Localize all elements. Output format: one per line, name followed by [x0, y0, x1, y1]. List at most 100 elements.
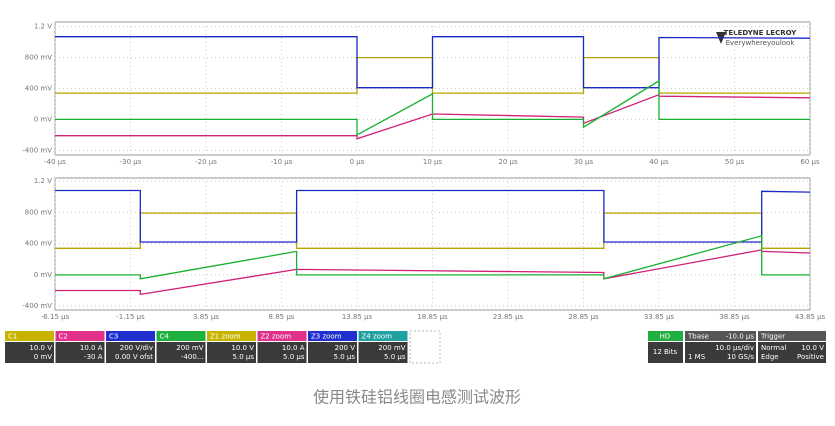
status-text: HD — [660, 333, 671, 341]
trigger-body — [758, 342, 826, 363]
y-tick-label: 400 mV — [25, 240, 52, 248]
x-tick-label: 28.85 µs — [568, 313, 599, 321]
trace — [55, 36, 811, 89]
x-tick-label: 18.85 µs — [417, 313, 448, 321]
y-tick-label: 800 mV — [25, 208, 52, 216]
channel-header — [207, 331, 256, 341]
channel-body — [257, 342, 307, 363]
channel-name: C1 — [8, 333, 17, 341]
channel-header — [106, 331, 155, 341]
status-text: Edge — [761, 353, 779, 361]
timebase-body — [685, 342, 756, 363]
y-tick-label: 400 mV — [25, 85, 52, 93]
x-tick-label: 10 µs — [423, 158, 443, 166]
x-tick-label: 8.85 µs — [269, 313, 295, 321]
x-tick-label: 30 µs — [574, 158, 594, 166]
channel-setting: -30 A — [84, 353, 103, 361]
channel-setting: 10.0 A — [80, 344, 103, 352]
x-tick-label: 23.85 µs — [493, 313, 524, 321]
empty-slot — [409, 330, 441, 364]
channel-setting: 10.0 V — [29, 344, 52, 352]
channel-setting: 10.0 V — [231, 344, 254, 352]
x-tick-label: 13.85 µs — [342, 313, 373, 321]
hd-header — [648, 331, 683, 341]
channel-setting: 200 mV — [378, 344, 405, 352]
status-text: Trigger — [760, 333, 785, 341]
channel-header — [308, 331, 357, 341]
x-tick-label: -1.15 µs — [116, 313, 145, 321]
x-tick-label: 60 µs — [800, 158, 820, 166]
channel-body — [207, 342, 256, 363]
channel-setting: 0.00 V ofst — [115, 353, 153, 361]
trace — [55, 79, 810, 136]
y-tick-label: -400 mV — [22, 146, 52, 154]
status-text: Positive — [797, 353, 824, 361]
y-tick-label: 1.2 V — [34, 177, 52, 185]
logo-slogan: Everywhereyoulook — [726, 39, 796, 47]
x-tick-label: 38.85 µs — [719, 313, 750, 321]
channel-setting: 200 V/div — [120, 344, 153, 352]
timebase-header — [685, 331, 756, 341]
channel-setting: 10.0 A — [282, 344, 305, 352]
logo-brand: TELEDYNE LECROY — [724, 29, 798, 37]
status-text: Tbase — [687, 333, 709, 341]
status-text: Normal — [761, 344, 786, 352]
x-tick-label: 20 µs — [498, 158, 518, 166]
channel-setting: 5.0 µs — [384, 353, 406, 361]
status-text: 10.0 V — [801, 344, 824, 352]
trigger-header — [758, 331, 826, 341]
channel-setting: 0 mV — [34, 353, 52, 361]
channel-header — [257, 331, 307, 341]
channel-header — [55, 331, 105, 341]
channel-header — [358, 331, 408, 341]
trace — [55, 189, 811, 243]
channel-setting: 5.0 µs — [283, 353, 305, 361]
channel-name: Z4 zoom — [362, 333, 393, 341]
y-tick-label: 0 mV — [34, 115, 52, 123]
channel-body — [106, 342, 155, 363]
status-text: -10.0 µs — [726, 333, 755, 341]
channel-setting: 200 V — [335, 344, 356, 352]
trace — [55, 234, 810, 280]
status-text: 1 MS — [688, 353, 706, 361]
channel-header — [5, 331, 54, 341]
channel-body — [5, 342, 54, 363]
x-tick-label: 50 µs — [725, 158, 745, 166]
y-tick-label: 800 mV — [25, 54, 52, 62]
x-tick-label: -6.15 µs — [41, 313, 70, 321]
channel-body — [308, 342, 357, 363]
caption: 使用铁硅铝线圈电感测试波形 — [313, 388, 521, 407]
channel-body — [156, 342, 206, 363]
x-tick-label: 3.85 µs — [193, 313, 219, 321]
channel-setting: 200 mV — [176, 344, 203, 352]
y-tick-label: 0 mV — [34, 271, 52, 279]
status-text: 10 GS/s — [727, 353, 754, 361]
channel-body — [55, 342, 105, 363]
channel-name: C4 — [160, 333, 170, 341]
channel-body — [358, 342, 408, 363]
channel-name: Z1 zoom — [210, 333, 241, 341]
channel-name: Z2 zoom — [261, 333, 292, 341]
x-tick-label: -10 µs — [271, 158, 293, 166]
channel-name: C2 — [59, 333, 68, 341]
y-tick-label: -400 mV — [22, 302, 52, 310]
x-tick-label: -30 µs — [120, 158, 142, 166]
status-text: 10.0 µs/div — [715, 344, 754, 352]
channel-name: Z3 zoom — [311, 333, 342, 341]
channel-setting: 5.0 µs — [334, 353, 356, 361]
x-tick-label: 43.85 µs — [795, 313, 826, 321]
x-tick-label: 33.85 µs — [644, 313, 675, 321]
x-tick-label: 0 µs — [350, 158, 365, 166]
channel-setting: -400... — [181, 353, 204, 361]
channel-name: C3 — [109, 333, 118, 341]
x-tick-label: -40 µs — [44, 158, 66, 166]
channel-setting: 5.0 µs — [233, 353, 255, 361]
channel-header — [156, 331, 206, 341]
y-tick-label: 1.2 V — [34, 23, 52, 31]
hd-body — [648, 342, 683, 363]
x-tick-label: -20 µs — [195, 158, 217, 166]
x-tick-label: 40 µs — [649, 158, 669, 166]
status-text: 12 Bits — [653, 348, 678, 356]
